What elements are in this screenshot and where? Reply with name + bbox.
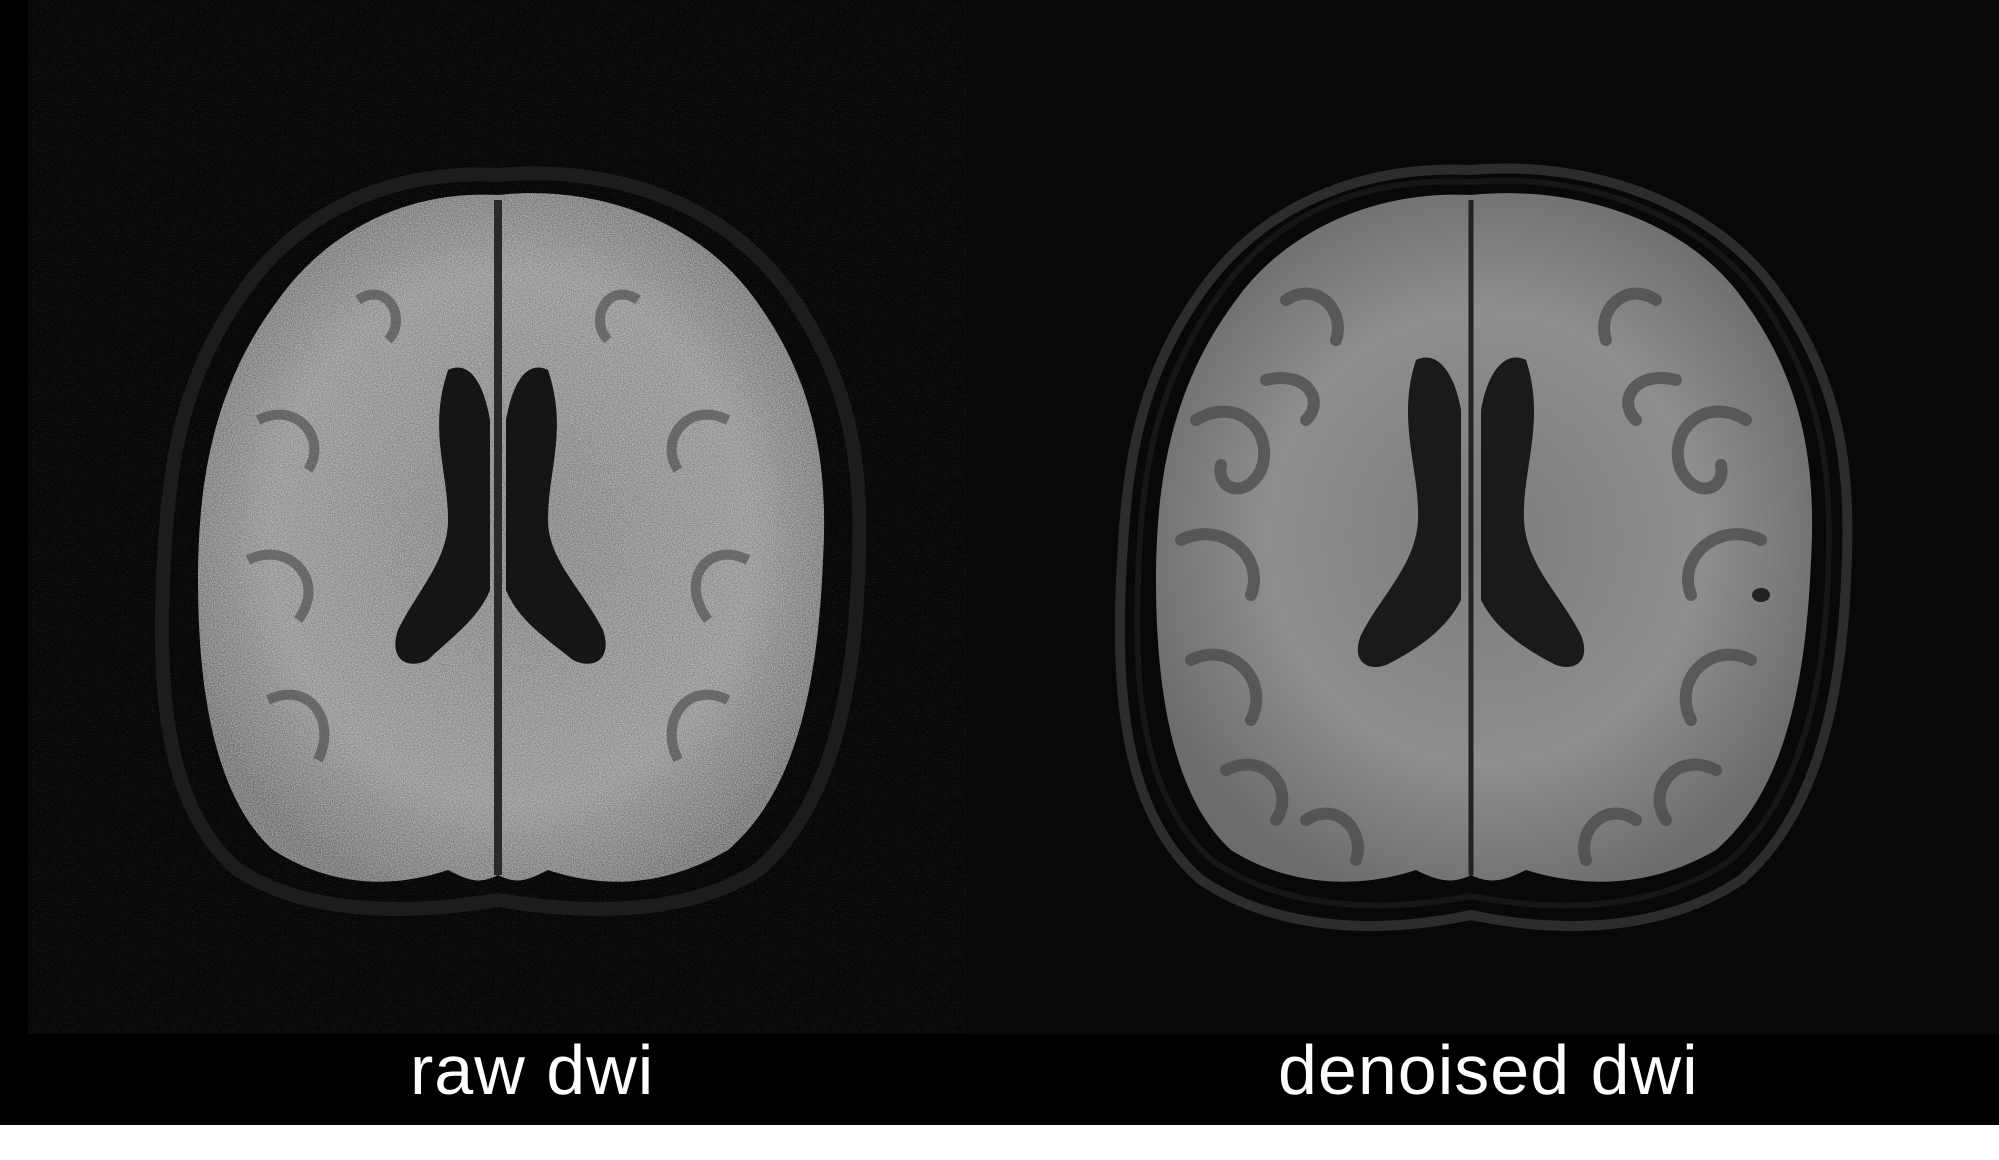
comparison-figure: raw dwi denoised dwi: [0, 0, 1999, 1125]
denoised-dwi-label: denoised dwi: [1278, 1030, 1699, 1110]
raw-dwi-label: raw dwi: [410, 1030, 654, 1110]
raw-dwi-image: [28, 0, 966, 1034]
bottom-margin: [0, 1125, 1999, 1160]
raw-brain-slice: [28, 0, 966, 1034]
denoised-dwi-image: [966, 0, 1999, 1034]
denoised-brain-slice: [966, 0, 1999, 1034]
caption-bar: [28, 1034, 1999, 1125]
